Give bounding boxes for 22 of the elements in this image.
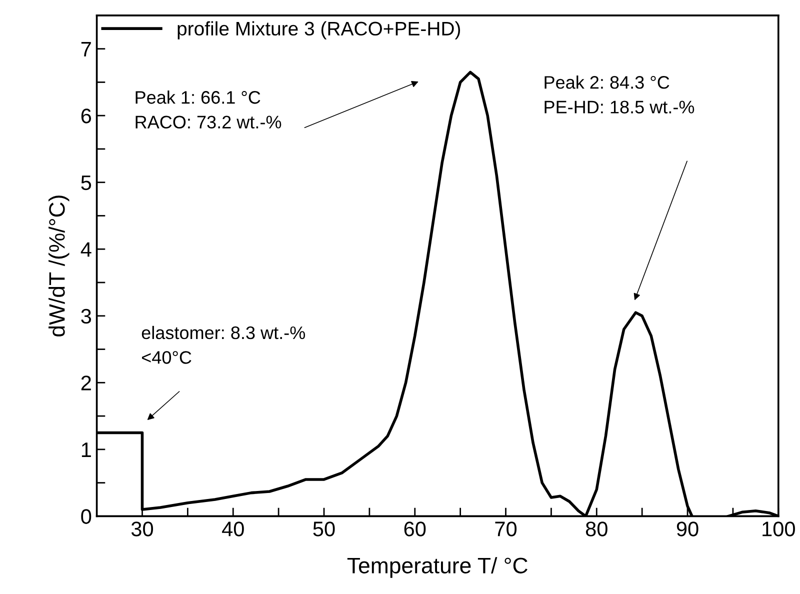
y-tick-label: 7 [81,42,91,56]
x-tick-label: 60 [404,522,426,536]
x-tick-label: 90 [676,522,698,536]
y-tick-label: 2 [81,376,91,390]
x-tick-label: 80 [586,522,608,536]
y-tick-label: 5 [81,176,92,190]
x-tick-label: 50 [313,522,335,536]
y-tick-label: 3 [81,308,92,324]
legend-label: profile Mixture 3 (RACO+PE-HD) [178,21,460,40]
x-tick-label: 70 [495,522,517,536]
y-tick-label: 4 [80,242,92,257]
annotation: Peak 2: 84.3 °C PE-HD: 18.5 wt.-% [544,76,694,114]
y-tick-label: 1 [82,442,91,457]
x-axis-title: Temperature T/ °C [347,557,528,578]
annotation: elastomer: 8.3 wt.-% <40°C [142,326,306,364]
y-tick-label: 0 [81,509,92,524]
y-tick-label: 6 [81,108,92,124]
x-tick-label: 30 [131,522,154,536]
annotation: Peak 1: 66.1 °C RACO: 73.2 wt.-% [136,90,282,128]
y-axis-title: dW/dT /(%/°C) [48,196,70,336]
x-tick-label: 100 [762,522,795,536]
x-tick-label: 40 [222,522,244,536]
